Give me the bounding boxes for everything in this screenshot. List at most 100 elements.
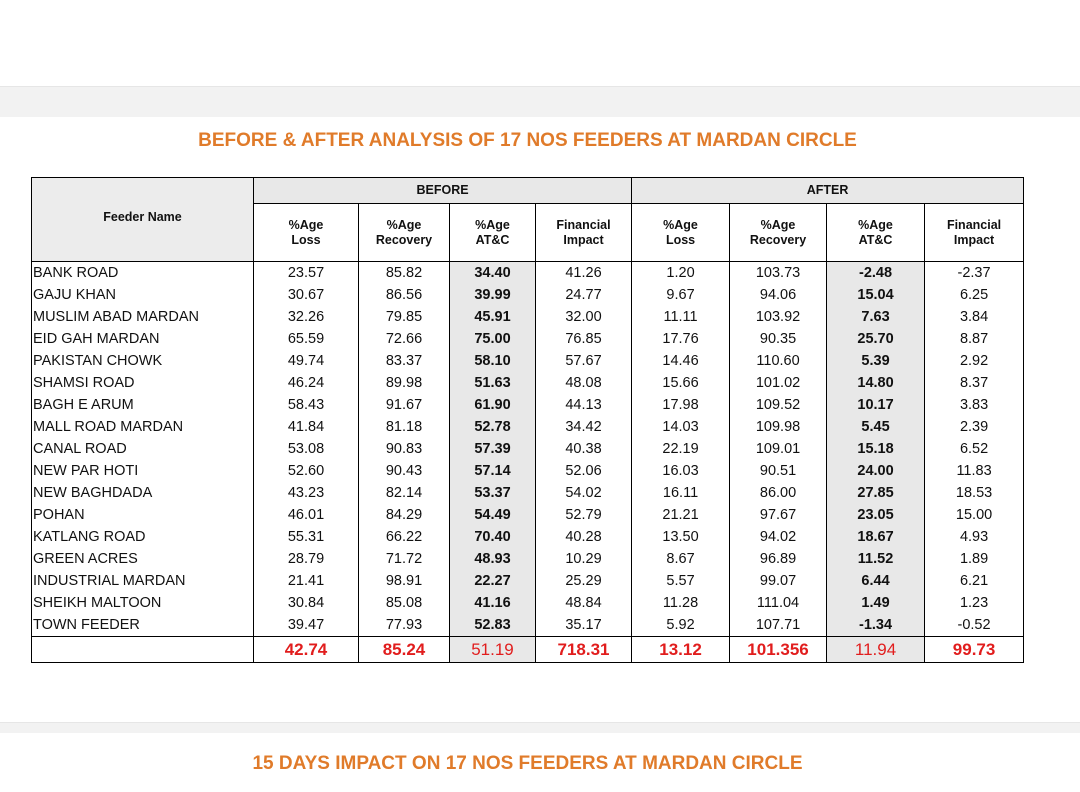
after-atc-cell: 23.05 <box>826 504 926 526</box>
totals-label <box>31 636 254 663</box>
after-financial-cell: -2.37 <box>924 261 1025 284</box>
before-recovery-cell: 77.93 <box>358 614 450 637</box>
feeder-name-cell: CANAL ROAD <box>31 438 254 460</box>
after-atc-cell: 5.39 <box>826 350 926 372</box>
after-atc-cell: 6.44 <box>826 570 926 592</box>
before-loss-cell: 28.79 <box>253 548 359 570</box>
after-atc-cell: 15.18 <box>826 438 926 460</box>
before-atc-header: %Age AT&C <box>449 203 536 262</box>
before-atc-cell: 48.93 <box>449 548 536 570</box>
total-after-recovery: 101.356 <box>729 636 828 663</box>
after-financial-cell: 18.53 <box>924 482 1025 504</box>
after-loss-cell: 11.11 <box>631 306 731 328</box>
before-recovery-cell: 85.82 <box>358 261 450 284</box>
after-recovery-cell: 96.89 <box>729 548 828 570</box>
before-financial-cell: 25.29 <box>534 570 633 592</box>
before-loss-cell: 23.57 <box>253 261 359 284</box>
after-loss-cell: 16.03 <box>631 460 731 482</box>
before-recovery-cell: 71.72 <box>358 548 450 570</box>
after-recovery-cell: 107.71 <box>729 614 828 637</box>
table-row: NEW PAR HOTI 52.60 90.43 57.14 52.06 16.03 90.… <box>31 460 1025 482</box>
after-recovery-header: %Age Recovery <box>729 203 828 262</box>
table-row: TOWN FEEDER 39.47 77.93 52.83 35.17 5.92 107.7… <box>31 614 1025 637</box>
before-financial-cell: 40.38 <box>534 438 633 460</box>
feeder-name-cell: MALL ROAD MARDAN <box>31 416 254 438</box>
analysis-title: BEFORE & AFTER ANALYSIS OF 17 NOS FEEDER… <box>198 130 857 151</box>
after-financial-cell: 4.93 <box>924 526 1025 548</box>
after-atc-cell: 25.70 <box>826 328 926 350</box>
before-atc-cell: 58.10 <box>449 350 536 372</box>
before-loss-cell: 55.31 <box>253 526 359 548</box>
feeder-name-cell: POHAN <box>31 504 254 526</box>
after-loss-cell: 5.57 <box>631 570 731 592</box>
before-financial-cell: 34.42 <box>534 416 633 438</box>
feeder-name-cell: BANK ROAD <box>31 261 254 284</box>
after-loss-cell: 13.50 <box>631 526 731 548</box>
before-financial-cell: 32.00 <box>534 306 633 328</box>
total-after-financial: 99.73 <box>924 636 1025 663</box>
table-row: MUSLIM ABAD MARDAN 32.26 79.85 45.91 32.00 11… <box>31 306 1025 328</box>
before-loss-cell: 21.41 <box>253 570 359 592</box>
before-financial-cell: 54.02 <box>534 482 633 504</box>
feeder-name-cell: PAKISTAN CHOWK <box>31 350 254 372</box>
feeder-name-header: Feeder Name <box>31 177 254 262</box>
after-loss-cell: 21.21 <box>631 504 731 526</box>
after-financial-cell: 6.25 <box>924 284 1025 306</box>
after-loss-cell: 17.76 <box>631 328 731 350</box>
after-atc-cell: 14.80 <box>826 372 926 394</box>
after-atc-cell: 10.17 <box>826 394 926 416</box>
feeder-name-cell: KATLANG ROAD <box>31 526 254 548</box>
table-row: PAKISTAN CHOWK 49.74 83.37 58.10 57.67 14.46 1… <box>31 350 1025 372</box>
before-financial-cell: 10.29 <box>534 548 633 570</box>
before-financial-cell: 52.06 <box>534 460 633 482</box>
after-recovery-cell: 97.67 <box>729 504 828 526</box>
before-atc-cell: 61.90 <box>449 394 536 416</box>
feeder-name-cell: MUSLIM ABAD MARDAN <box>31 306 254 328</box>
before-atc-cell: 39.99 <box>449 284 536 306</box>
after-atc-cell: -2.48 <box>826 261 926 284</box>
after-group-header: AFTER <box>631 177 1025 204</box>
before-recovery-cell: 84.29 <box>358 504 450 526</box>
before-recovery-cell: 85.08 <box>358 592 450 614</box>
table-row: GREEN ACRES 28.79 71.72 48.93 10.29 8.67 96.89… <box>31 548 1025 570</box>
feeder-name-cell: EID GAH MARDAN <box>31 328 254 350</box>
before-group-header: BEFORE <box>252 177 633 204</box>
before-loss-cell: 32.26 <box>253 306 359 328</box>
after-financial-cell: 6.21 <box>924 570 1025 592</box>
before-financial-header: Financial Impact <box>534 203 633 262</box>
after-loss-cell: 11.28 <box>631 592 731 614</box>
before-recovery-cell: 91.67 <box>358 394 450 416</box>
after-recovery-cell: 103.92 <box>729 306 828 328</box>
after-loss-cell: 17.98 <box>631 394 731 416</box>
after-loss-cell: 14.03 <box>631 416 731 438</box>
before-loss-cell: 46.01 <box>253 504 359 526</box>
after-financial-cell: 8.87 <box>924 328 1025 350</box>
before-recovery-cell: 90.83 <box>358 438 450 460</box>
before-recovery-cell: 82.14 <box>358 482 450 504</box>
after-financial-cell: 15.00 <box>924 504 1025 526</box>
after-recovery-cell: 109.98 <box>729 416 828 438</box>
before-financial-cell: 35.17 <box>534 614 633 637</box>
after-financial-cell: 3.83 <box>924 394 1025 416</box>
table-row: KATLANG ROAD 55.31 66.22 70.40 40.28 13.50 94.… <box>31 526 1025 548</box>
before-loss-cell: 49.74 <box>253 350 359 372</box>
before-recovery-cell: 89.98 <box>358 372 450 394</box>
after-atc-cell: 1.49 <box>826 592 926 614</box>
after-loss-cell: 15.66 <box>631 372 731 394</box>
table-row: POHAN 46.01 84.29 54.49 52.79 21.21 97.67 23.05… <box>31 504 1025 526</box>
before-recovery-cell: 90.43 <box>358 460 450 482</box>
before-financial-cell: 40.28 <box>534 526 633 548</box>
before-loss-cell: 46.24 <box>253 372 359 394</box>
feeder-name-cell: GAJU KHAN <box>31 284 254 306</box>
after-atc-cell: 11.52 <box>826 548 926 570</box>
after-loss-header: %Age Loss <box>631 203 731 262</box>
after-financial-cell: 1.89 <box>924 548 1025 570</box>
before-recovery-header: %Age Recovery <box>358 203 450 262</box>
table-row: SHAMSI ROAD 46.24 89.98 51.63 48.08 15.66 101.… <box>31 372 1025 394</box>
after-loss-cell: 8.67 <box>631 548 731 570</box>
after-recovery-cell: 103.73 <box>729 261 828 284</box>
after-recovery-cell: 94.02 <box>729 526 828 548</box>
after-recovery-cell: 109.01 <box>729 438 828 460</box>
table-row: SHEIKH MALTOON 30.84 85.08 41.16 48.84 11.28 1… <box>31 592 1025 614</box>
after-atc-cell: 7.63 <box>826 306 926 328</box>
